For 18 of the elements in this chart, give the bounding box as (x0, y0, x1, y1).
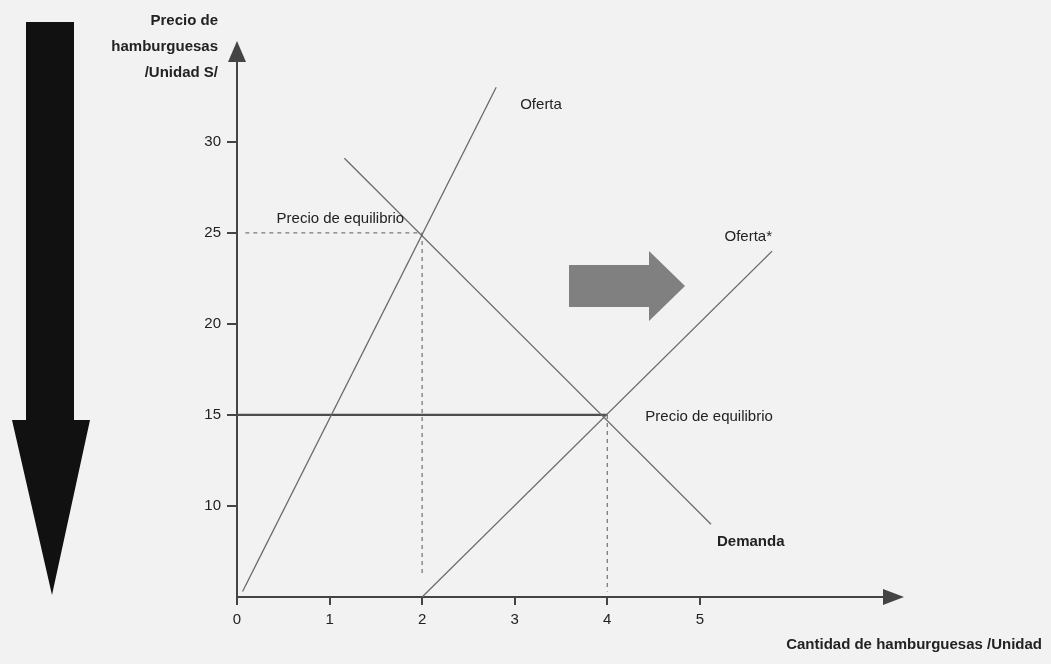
series-label: Oferta (520, 95, 563, 113)
x-axis-title: Cantidad de hamburguesas /Unidad (786, 635, 1042, 652)
x-tick-label: 2 (417, 610, 427, 628)
x-tick-label: 4 (603, 610, 612, 628)
x-tick-label: 1 (325, 610, 334, 628)
annotation: Precio de equilibrio (645, 406, 773, 424)
annotation: Precio de equilibrio (276, 208, 405, 226)
x-tick-label: 3 (510, 610, 519, 628)
y-axis-title: Precio de hamburguesas /Unidad S/ (111, 11, 219, 80)
y-tick-label: 20 (204, 314, 221, 332)
y-tick-label: 15 (204, 405, 221, 423)
x-tick-label: 5 (695, 610, 705, 628)
x-tick-label: 0 (232, 610, 242, 628)
y-tick-label: 30 (204, 132, 221, 150)
y-tick-label: 10 (204, 496, 221, 514)
series-label: Oferta* (724, 227, 773, 245)
y-tick-label: 25 (204, 223, 221, 241)
series-label: Demanda (716, 532, 786, 550)
